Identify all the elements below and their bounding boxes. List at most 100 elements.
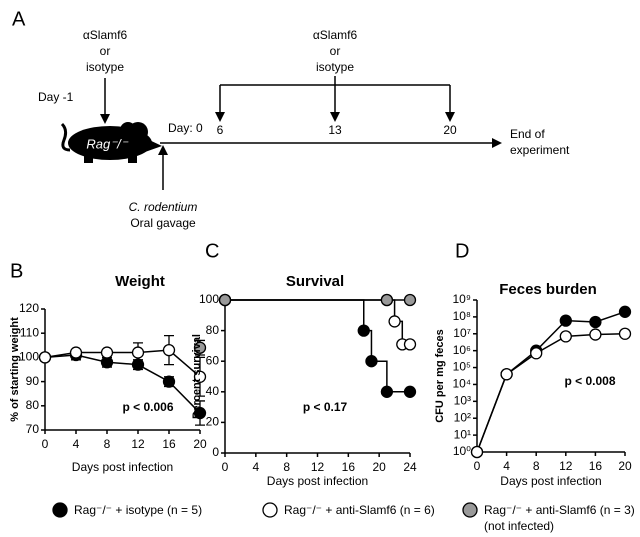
legend-label: Rag⁻/⁻ + anti-Slamf6 (n = 6): [284, 503, 435, 517]
marker: [193, 341, 207, 354]
legend-note: (not infected): [484, 519, 554, 533]
marker: [69, 346, 83, 359]
marker: [193, 370, 207, 383]
y-tick-label: 10⁴: [452, 377, 471, 391]
end-label: End of: [510, 127, 545, 141]
x-tick-label: 24: [403, 460, 417, 474]
x-tick-label: 16: [162, 437, 176, 451]
series-line: [225, 299, 410, 346]
x-tick-label: 8: [283, 460, 290, 474]
day-label: 6: [217, 123, 224, 137]
y-tick-label: 10⁷: [453, 326, 471, 340]
day-label: Day -1: [38, 90, 74, 104]
mouse-label: Rag⁻/⁻: [86, 136, 128, 151]
y-tick-label: 90: [26, 374, 40, 388]
marker: [388, 315, 401, 328]
marker: [618, 305, 632, 318]
x-tick-label: 0: [222, 460, 229, 474]
x-tick-label: 20: [618, 459, 632, 473]
treatment-label: isotype: [86, 60, 124, 74]
x-tick-label: 12: [311, 460, 325, 474]
marker: [530, 347, 543, 360]
marker: [218, 293, 232, 307]
y-tick-label: 10⁸: [453, 309, 471, 323]
x-axis-label: Days post infection: [72, 460, 173, 474]
marker: [131, 346, 145, 359]
annotation: p < 0.008: [564, 374, 615, 388]
y-tick-label: 10⁶: [453, 343, 471, 357]
marker: [403, 293, 417, 307]
marker: [589, 315, 602, 329]
legend-marker: [462, 502, 478, 518]
x-axis-label: Days post infection: [267, 474, 368, 488]
marker: [559, 330, 572, 343]
legend-marker: [262, 502, 278, 518]
legend-marker: [52, 502, 68, 518]
y-tick-label: 80: [26, 398, 40, 412]
y-tick-label: 70: [26, 422, 40, 436]
marker: [403, 338, 417, 351]
series-line: [225, 299, 410, 393]
x-tick-label: 16: [589, 459, 603, 473]
mouse: [60, 122, 162, 163]
treatment-label: or: [100, 44, 111, 58]
panel-letter: A: [12, 8, 26, 30]
marker: [500, 368, 513, 381]
x-tick-label: 0: [42, 437, 49, 451]
y-tick-label: 40: [206, 384, 220, 398]
panel-letter: C: [205, 240, 219, 262]
y-tick-label: 80: [206, 323, 220, 337]
treatment-label: αSlamf6: [83, 28, 128, 42]
x-tick-label: 4: [252, 460, 259, 474]
y-tick-label: 10⁰: [453, 444, 471, 458]
y-tick-label: 110: [20, 325, 39, 339]
marker: [559, 314, 572, 327]
y-tick-label: 100: [199, 292, 219, 306]
treatment-label: αSlamf6: [313, 28, 358, 42]
x-tick-label: 12: [559, 459, 573, 473]
chart-title: Feces burden: [499, 281, 597, 298]
marker: [403, 385, 417, 398]
y-tick-label: 120: [19, 301, 39, 315]
x-tick-label: 20: [193, 437, 207, 451]
chart-title: Weight: [115, 273, 165, 290]
day-label: 20: [443, 123, 457, 137]
treatment-label: or: [330, 44, 341, 58]
marker: [131, 358, 145, 371]
y-tick-label: 20: [206, 415, 220, 429]
marker: [380, 293, 394, 307]
y-tick-label: 10³: [454, 394, 471, 408]
marker: [589, 328, 602, 341]
y-tick-label: 0: [212, 445, 219, 459]
marker: [162, 343, 176, 357]
day-label: Day: 0: [168, 121, 203, 135]
marker: [357, 324, 370, 337]
legend-label: Rag⁻/⁻ + anti-Slamf6 (n = 3): [484, 503, 635, 517]
y-tick-label: 10⁵: [453, 360, 471, 374]
marker: [380, 385, 394, 398]
series-line: [476, 333, 626, 453]
chart-title: Survival: [286, 273, 344, 290]
panel-letter: D: [455, 240, 469, 262]
x-tick-label: 8: [533, 459, 540, 473]
x-axis-label: Days post infection: [500, 474, 601, 488]
y-tick-label: 10²: [454, 410, 471, 424]
y-tick-label: 10¹: [454, 427, 471, 441]
marker: [38, 351, 52, 364]
y-tick-label: 10⁹: [453, 292, 472, 306]
y-tick-label: 100: [19, 350, 39, 364]
marker: [365, 355, 378, 368]
infection-label: C. rodentium: [129, 200, 198, 214]
y-axis-label: % of starting weight: [9, 317, 21, 422]
annotation: p < 0.17: [303, 400, 348, 414]
x-tick-label: 4: [73, 437, 80, 451]
annotation: p < 0.006: [122, 400, 173, 414]
panel-letter: B: [10, 260, 23, 282]
panel-a: A αSlamf6 or isotype Day -1 Rag⁻/⁻ Day: …: [12, 8, 570, 230]
x-tick-label: 4: [503, 459, 510, 473]
y-axis-label: CFU per mg feces: [434, 329, 446, 423]
marker: [100, 346, 114, 359]
x-tick-label: 20: [372, 460, 386, 474]
